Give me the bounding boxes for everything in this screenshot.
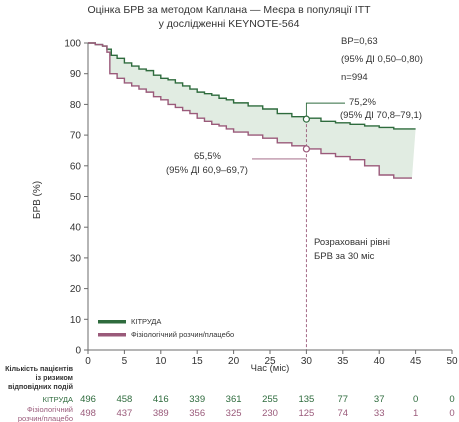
legend-placebo-swatch xyxy=(98,333,126,337)
risk-value-keytruda: 416 xyxy=(153,394,169,405)
risk-values: 496 458 416 339 361 255 135 77 37 0 0 498 437 389 356 3… xyxy=(80,394,455,419)
risk-table-header-line-3: відповідних подій xyxy=(8,382,73,391)
hazard-ratio-ci-text: (95% ДІ 0,50–0,80) xyxy=(341,54,423,65)
placebo-30m-point xyxy=(302,145,310,153)
placebo-30m-value: 65,5% xyxy=(194,151,221,162)
risk-table-header-line-2: із ризиком xyxy=(36,373,73,382)
x-tick-label: 20 xyxy=(228,356,240,367)
risk-value-keytruda: 339 xyxy=(189,394,205,405)
keytruda-30m-point xyxy=(302,115,310,123)
risk-row-placebo-label-line-1: Фізіологічний xyxy=(27,405,73,414)
x-tick-label: 50 xyxy=(446,356,458,367)
legend: КІТРУДА Фізіологічний розчин/плацебо xyxy=(98,317,234,339)
risk-value-keytruda: 255 xyxy=(262,394,278,405)
risk-table: Кількість пацієнтів із ризиком відповідн… xyxy=(5,364,455,422)
legend-placebo-label: Фізіологічний розчин/плацебо xyxy=(131,330,234,339)
x-tick-label: 35 xyxy=(337,356,349,367)
plot-area xyxy=(88,42,416,350)
risk-value-placebo: 325 xyxy=(226,408,242,419)
risk-value-placebo: 230 xyxy=(262,408,278,419)
y-tick-label: 80 xyxy=(70,100,82,111)
y-tick-label: 30 xyxy=(70,253,82,264)
y-tick-label: 50 xyxy=(70,192,82,203)
risk-value-keytruda: 0 xyxy=(449,394,454,405)
risk-value-placebo: 356 xyxy=(189,408,205,419)
risk-value-placebo: 33 xyxy=(374,408,385,419)
risk-value-keytruda: 37 xyxy=(374,394,385,405)
placebo-30m-ci: (95% ДІ 60,9–69,7) xyxy=(166,165,248,176)
keytruda-30m-value: 75,2% xyxy=(349,97,376,108)
y-axis-label: БРВ (%) xyxy=(32,181,43,219)
y-tick-label: 90 xyxy=(70,69,82,80)
x-tick-label: 45 xyxy=(410,356,422,367)
x-tick-label: 30 xyxy=(301,356,313,367)
risk-value-placebo: 74 xyxy=(338,408,349,419)
y-tick-label: 10 xyxy=(70,315,82,326)
x-tick-label: 15 xyxy=(192,356,204,367)
axes: 0 10 20 30 40 50 60 70 80 90 100 0 5 10 15 20 25 30 35 40 45… xyxy=(64,39,458,368)
y-tick-label: 100 xyxy=(64,39,81,50)
chart-title-line-2: у дослідженні KEYNOTE-564 xyxy=(159,18,300,30)
risk-value-keytruda: 0 xyxy=(413,394,418,405)
risk-row-keytruda-label: КІТРУДА xyxy=(43,395,73,404)
risk-value-keytruda: 496 xyxy=(80,394,96,405)
y-tick-label: 20 xyxy=(70,284,82,295)
hazard-ratio-text: ВР=0,63 xyxy=(341,36,378,47)
shaded-difference-region xyxy=(88,43,416,179)
risk-row-placebo-label-line-2: розчин/плацебо xyxy=(18,414,73,422)
y-tick-label: 60 xyxy=(70,161,82,172)
marker-label-line-1: Розраховані рівні xyxy=(314,237,390,248)
chart-title-line-1: Оцінка БРВ за методом Каплана — Меєра в … xyxy=(87,4,371,16)
y-tick-label: 40 xyxy=(70,223,82,234)
risk-value-placebo: 437 xyxy=(116,408,132,419)
keytruda-30m-ci: (95% ДІ 70,8–79,1) xyxy=(340,110,422,121)
risk-value-placebo: 1 xyxy=(413,408,418,419)
risk-value-keytruda: 361 xyxy=(226,394,242,405)
risk-value-placebo: 125 xyxy=(298,408,314,419)
risk-value-placebo: 0 xyxy=(449,408,454,419)
y-tick-label: 70 xyxy=(70,131,82,142)
x-axis-label: Час (міс) xyxy=(251,363,290,374)
x-tick-label: 25 xyxy=(264,356,276,367)
x-tick-label: 5 xyxy=(122,356,128,367)
sample-size-text: n=994 xyxy=(341,72,368,83)
marker-label-line-2: БРВ за 30 міс xyxy=(314,251,375,262)
series-line-keytruda xyxy=(88,42,416,130)
risk-value-placebo: 498 xyxy=(80,408,96,419)
x-tick-label: 40 xyxy=(374,356,386,367)
x-tick-label: 0 xyxy=(85,356,91,367)
risk-table-header-line-1: Кількість пацієнтів xyxy=(5,364,73,373)
risk-value-keytruda: 135 xyxy=(298,394,314,405)
x-tick-label: 10 xyxy=(155,356,167,367)
risk-value-placebo: 389 xyxy=(153,408,169,419)
series-line-placebo xyxy=(88,42,412,179)
legend-keytruda-label: КІТРУДА xyxy=(131,317,161,326)
legend-keytruda-swatch xyxy=(98,320,126,324)
risk-value-keytruda: 77 xyxy=(338,394,349,405)
risk-value-keytruda: 458 xyxy=(116,394,132,405)
y-tick-label: 0 xyxy=(75,346,81,357)
keytruda-leader-line xyxy=(305,102,345,120)
